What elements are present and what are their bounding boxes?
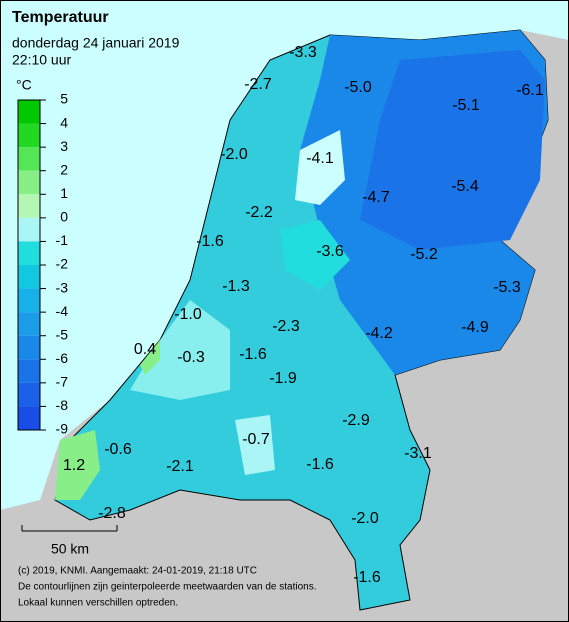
legend-tick-label: -4 — [56, 303, 69, 319]
land-green — [55, 430, 100, 500]
legend-band — [18, 265, 40, 289]
legend-band — [18, 217, 40, 242]
legend-tick-label: -5 — [56, 326, 69, 342]
time: 22:10 uur — [12, 52, 71, 68]
legend-band — [18, 359, 40, 383]
land-south — [235, 415, 275, 475]
land-northeast — [360, 50, 545, 250]
station-value: -3.6 — [316, 243, 344, 260]
legend-tick-label: -7 — [56, 374, 69, 390]
station-value: -1.9 — [269, 370, 297, 387]
lake — [295, 130, 345, 205]
station-value: -2.1 — [166, 458, 194, 475]
station-value: -2.7 — [244, 76, 272, 93]
station-value: -0.7 — [242, 431, 270, 448]
station-value: -1.3 — [222, 278, 250, 295]
legend-band — [18, 406, 40, 430]
legend-band — [18, 241, 40, 265]
scale-label: 50 km — [51, 541, 89, 557]
station-value: -4.7 — [362, 189, 390, 206]
station-value: -6.1 — [516, 82, 544, 99]
footer-line: De contourlijnen zijn geinterpoleerde me… — [18, 582, 317, 593]
legend-tick-label: 2 — [60, 161, 68, 177]
legend-tick-label: -2 — [56, 256, 69, 272]
station-value: -2.9 — [342, 412, 370, 429]
land-green — [140, 340, 160, 375]
legend-tick-label: 0 — [60, 209, 68, 225]
legend-tick-label: 1 — [60, 185, 68, 201]
station-value: -4.9 — [461, 319, 489, 336]
station-value: -2.0 — [220, 146, 248, 163]
station-value: -2.3 — [272, 318, 300, 335]
station-value: -1.6 — [196, 233, 224, 250]
footer-line: (c) 2019, KNMI. Aangemaakt: 24-01-2019, … — [18, 566, 257, 577]
station-value: 1.2 — [63, 457, 85, 474]
station-value: -5.0 — [344, 79, 372, 96]
legend-band — [18, 170, 40, 195]
legend-band — [18, 123, 40, 148]
sea — [0, 0, 569, 510]
legend-tick-label: -1 — [56, 232, 69, 248]
station-value: -0.6 — [104, 441, 132, 458]
station-value: -4.1 — [306, 150, 334, 167]
station-value: -1.6 — [239, 346, 267, 363]
station-value: -3.1 — [404, 445, 432, 462]
legend-band — [18, 335, 40, 360]
legend-tick-label: -9 — [56, 421, 69, 437]
legend-band — [18, 194, 40, 218]
legend-tick-label: 5 — [60, 91, 68, 107]
legend: 5 4 3 2 1 0 -1 -2 -3 -4 -5 -6 -7 -8 -9 — [17, 91, 69, 437]
station-value: -1.6 — [306, 456, 334, 473]
station-value: -5.3 — [493, 279, 521, 296]
station-value: -4.2 — [365, 325, 393, 342]
lake — [280, 220, 350, 290]
date: donderdag 24 januari 2019 — [12, 35, 180, 51]
legend-tick-label: -6 — [56, 350, 69, 366]
station-value: -1.6 — [353, 569, 381, 586]
legend-tick-label: -8 — [56, 397, 69, 413]
legend-unit: °C — [16, 77, 32, 93]
land-coastal — [130, 300, 230, 400]
station-value: -2.2 — [245, 204, 273, 221]
station-value: -5.2 — [410, 246, 438, 263]
legend-band — [18, 288, 40, 313]
station-value: -2.8 — [98, 505, 126, 522]
legend-tick-label: 3 — [60, 138, 68, 154]
station-value: -3.3 — [289, 44, 317, 61]
station-value: -0.3 — [177, 349, 205, 366]
footer-line: Lokaal kunnen verschillen optreden. — [18, 598, 178, 609]
title: Temperatuur — [12, 9, 109, 26]
legend-tick-label: 4 — [60, 114, 68, 130]
station-value: -5.4 — [451, 178, 479, 195]
station-value: -5.1 — [452, 97, 480, 114]
legend-band — [18, 312, 40, 336]
station-value: -1.0 — [174, 306, 202, 323]
legend-tick-label: -3 — [56, 279, 69, 295]
station-value: -2.0 — [351, 510, 379, 527]
legend-band — [18, 382, 40, 407]
station-value: 0.4 — [134, 341, 156, 358]
legend-band — [18, 147, 40, 171]
stations: -3.3 -2.7 -5.0 -5.1 -6.1 -2.0 -4.1 -4.7 -5.4 -2.2… — [63, 44, 544, 586]
legend-band — [18, 100, 40, 124]
